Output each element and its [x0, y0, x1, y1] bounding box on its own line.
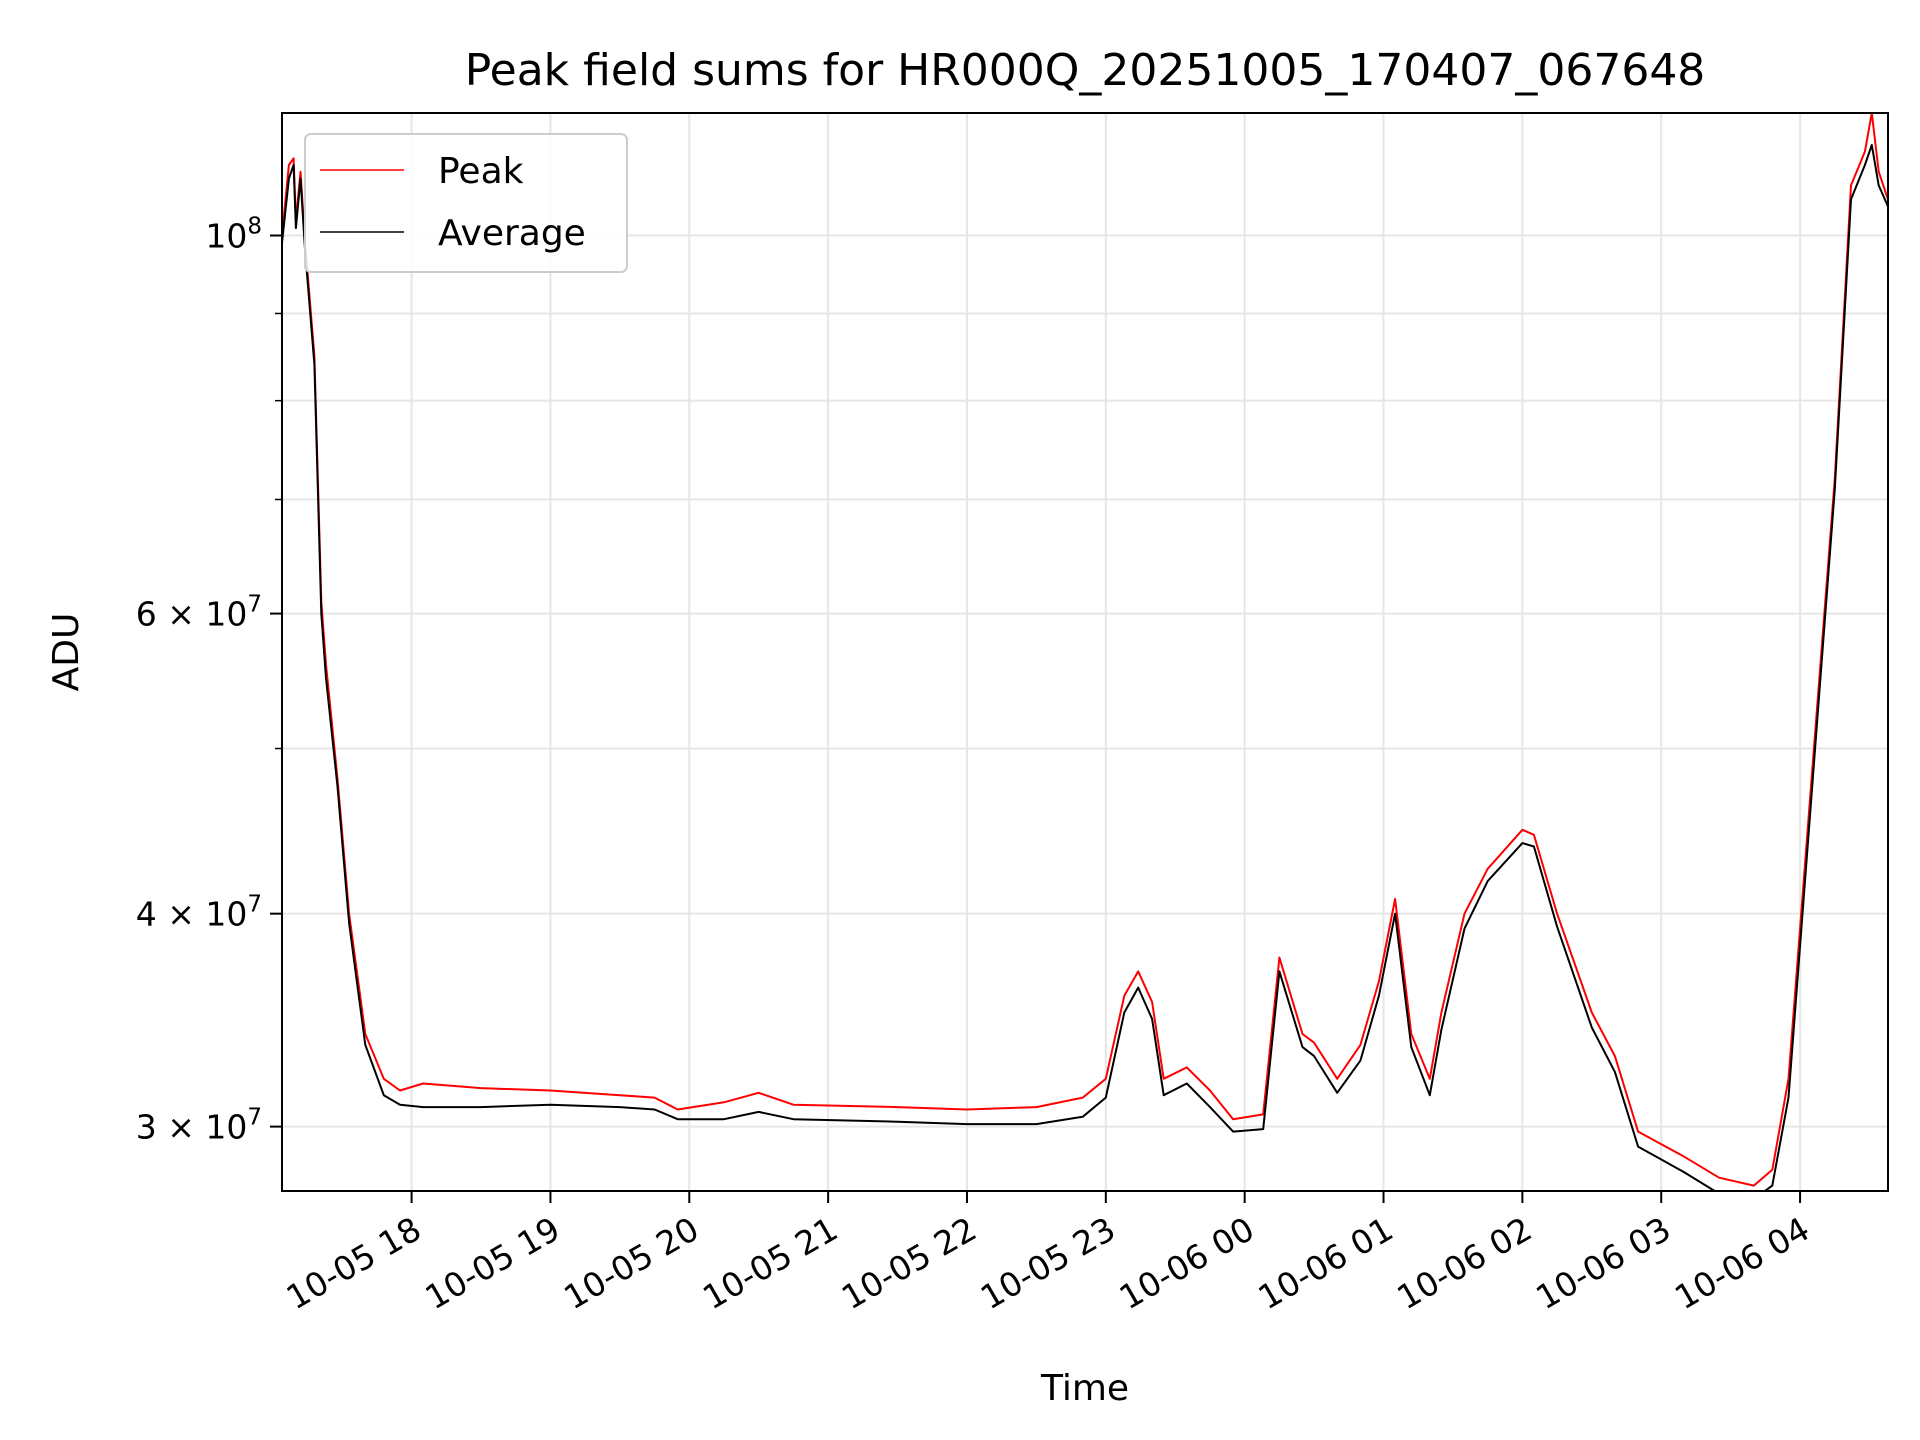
y-axis-label: ADU — [46, 613, 87, 692]
chart-title: Peak field sums for HR000Q_20251005_1704… — [465, 45, 1706, 96]
y-tick-label: 108 — [205, 214, 262, 256]
x-axis-label: Time — [1040, 1368, 1129, 1409]
legend-box — [304, 133, 628, 273]
legend-label-peak: Peak — [438, 151, 524, 192]
legend-label-average: Average — [438, 213, 586, 254]
legend: Peak Average — [304, 133, 628, 273]
plot-frame — [281, 112, 1889, 1192]
grid-lines — [282, 113, 1888, 1191]
y-tick-label: 3 × 107 — [136, 1105, 262, 1147]
series-line-average — [282, 144, 1888, 1191]
series-line-peak — [282, 113, 1888, 1187]
y-tick-label: 6 × 107 — [136, 592, 262, 634]
y-axis-ticks: 3 × 107 4 × 107 6 × 107 108 — [136, 214, 282, 1147]
series-layer — [282, 113, 1888, 1191]
y-tick-label: 4 × 107 — [136, 892, 262, 934]
